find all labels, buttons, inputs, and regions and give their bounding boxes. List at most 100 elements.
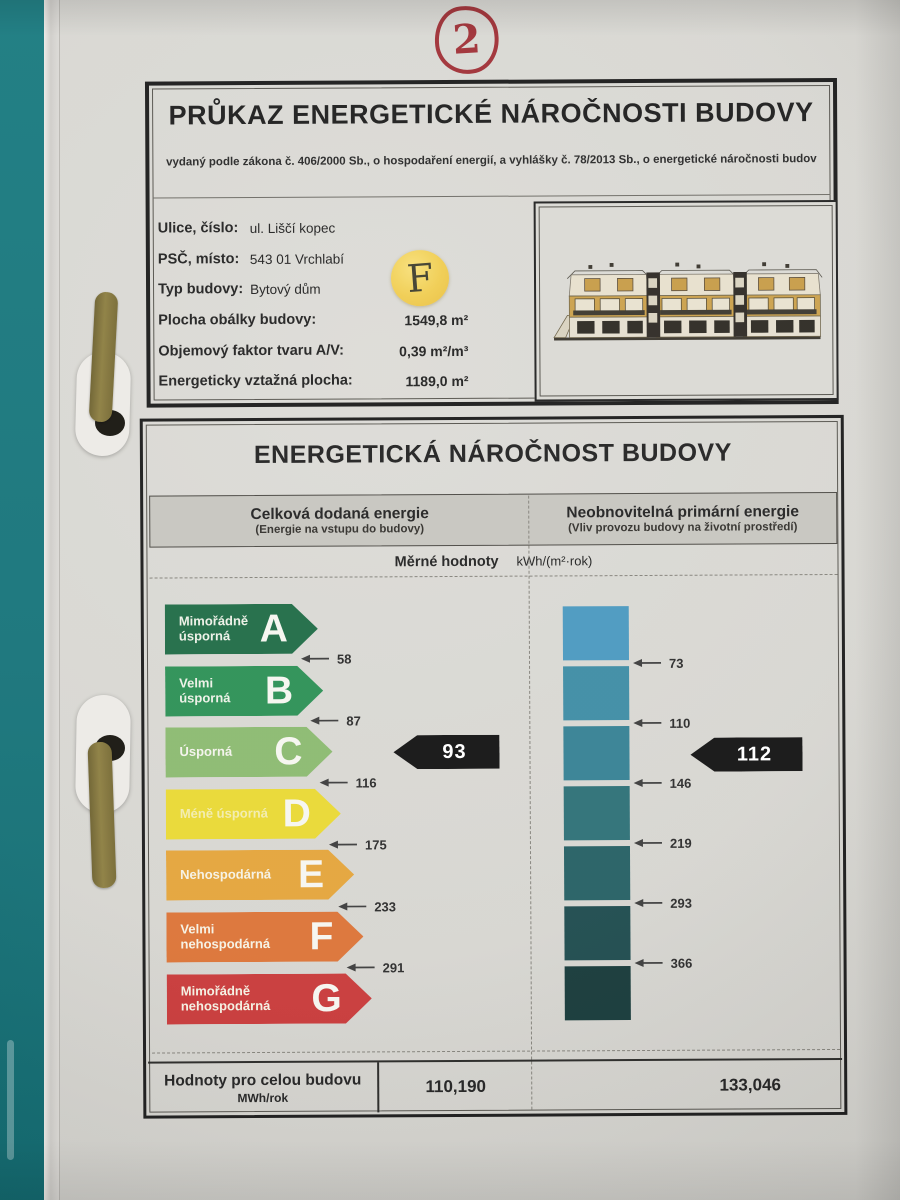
primary-energy-step-3 <box>563 726 630 781</box>
threshold-right-2: 110 <box>632 715 691 731</box>
field-value: Bytový dům <box>250 281 321 298</box>
threshold-value: 366 <box>670 955 693 971</box>
primary-energy-step-6 <box>564 906 631 961</box>
field-row-street: Ulice, číslo: ul. Liščí kopec <box>158 218 478 244</box>
threshold-left-4: 175 <box>328 836 387 852</box>
energy-class-arrow-d: Méně úsporná D <box>166 789 341 840</box>
energy-class-label: Mimořádně úsporná <box>178 613 249 644</box>
binder-edge <box>0 0 44 1200</box>
energy-class-letter: G <box>311 977 342 1021</box>
threshold-left-2: 87 <box>309 712 361 729</box>
threshold-value: 175 <box>364 836 387 852</box>
threshold-arrow-icon <box>634 958 663 967</box>
whole-building-row: Hodnoty pro celou budovu MWh/rok 110,190… <box>148 1057 843 1114</box>
threshold-value: 291 <box>382 959 405 975</box>
primary-energy-step-4 <box>563 786 630 841</box>
threshold-value: 87 <box>346 712 361 729</box>
energy-class-label: Velmi úsporná <box>179 675 231 706</box>
threshold-value: 110 <box>669 715 691 731</box>
energy-class-letter: A <box>259 607 288 651</box>
threshold-arrow-icon <box>633 658 662 667</box>
threshold-left-3: 116 <box>319 774 377 790</box>
field-row-shape-factor: Objemový faktor tvaru A/V: 0,39 m²/m³ <box>158 341 478 367</box>
threshold-arrow-icon <box>310 716 339 725</box>
whole-building-unit: MWh/rok <box>237 1090 289 1105</box>
scale-caption: Měrné hodnoty kWh/(m²·rok) <box>149 551 837 572</box>
page-number-text: 2 <box>451 14 482 64</box>
energy-class-letter: B <box>264 669 294 713</box>
energy-class-arrow-f: Velmi nehospodárná F <box>166 911 363 962</box>
energy-class-arrow-e: Nehospodárná E <box>166 850 354 901</box>
fastener-prong-bottom <box>87 741 117 889</box>
energy-class-label: Nehospodárná <box>180 866 272 882</box>
threshold-right-4: 219 <box>633 835 692 851</box>
threshold-value: 219 <box>669 835 692 851</box>
left-column-subtitle: (Energie na vstupu do budovy) <box>255 523 425 537</box>
threshold-value: 73 <box>668 655 684 671</box>
energy-class-letter: E <box>297 853 325 897</box>
binder-edge-highlight <box>7 1040 14 1160</box>
whole-building-label-cell: Hodnoty pro celou budovu MWh/rok <box>148 1062 380 1114</box>
threshold-value: 146 <box>669 775 692 791</box>
primary-energy-value: 112 <box>736 742 773 765</box>
primary-energy-step-7 <box>564 966 631 1021</box>
scale-caption-label: Měrné hodnoty <box>394 553 499 571</box>
energy-class-label: Méně úsporná <box>179 805 268 821</box>
field-value: 0,39 m²/m³ <box>399 342 469 360</box>
field-row-reference-area: Energeticky vztažná plocha: 1189,0 m² <box>158 371 478 397</box>
whole-building-right-value: 133,046 <box>719 1075 781 1095</box>
threshold-arrow-icon <box>338 902 367 911</box>
threshold-arrow-icon <box>346 963 375 972</box>
threshold-arrow-icon <box>319 778 348 787</box>
threshold-arrow-icon <box>633 778 662 787</box>
grade-sticker: F <box>390 250 450 307</box>
section-title: ENERGETICKÁ NÁROČNOST BUDOVY <box>253 438 732 470</box>
threshold-value: 116 <box>355 774 377 790</box>
whole-building-label: Hodnoty pro celou budovu <box>164 1070 362 1090</box>
left-column-title: Celková dodaná energie <box>250 505 429 524</box>
certificate-title: PRŮKAZ ENERGETICKÉ NÁROČNOSTI BUDOVY <box>168 97 814 131</box>
field-value: 1549,8 m² <box>404 311 469 329</box>
energy-class-label: Velmi nehospodárná <box>180 921 271 952</box>
energy-class-arrow-b: Velmi úsporná B <box>165 666 323 717</box>
threshold-right-3: 146 <box>633 775 692 791</box>
energy-class-arrow-a: Mimořádně úsporná A <box>165 604 318 655</box>
paper-stack-edge <box>44 0 60 1200</box>
right-column-title: Neobnovitelná primární energie <box>566 503 799 522</box>
building-photo-box <box>533 199 839 402</box>
primary-energy-step-2 <box>563 666 630 721</box>
whole-building-left-value: 110,190 <box>425 1076 487 1097</box>
field-label: Typ budovy: <box>158 281 244 298</box>
field-label: PSČ, místo: <box>157 251 240 268</box>
energy-class-letter: C <box>274 730 303 774</box>
energy-class-letter: F <box>309 915 334 959</box>
energy-class-arrow-g: Mimořádně nehospodárná G <box>167 973 372 1024</box>
handwritten-page-number: 2 <box>430 2 503 78</box>
threshold-arrow-icon <box>300 654 329 663</box>
threshold-right-6: 366 <box>634 955 693 971</box>
threshold-right-5: 293 <box>633 895 693 911</box>
threshold-left-6: 291 <box>346 959 405 975</box>
threshold-left-1: 58 <box>300 651 352 667</box>
field-row-envelope-area: Plocha obálky budovy: 1549,8 m² <box>158 310 478 336</box>
primary-energy-step-5 <box>563 846 631 901</box>
threshold-value: 58 <box>336 651 352 667</box>
field-value: ul. Liščí kopec <box>249 220 336 237</box>
threshold-arrow-icon <box>633 838 662 847</box>
threshold-arrow-icon <box>328 840 357 849</box>
right-column-subtitle: (Vliv provozu budovy na životní prostřed… <box>568 521 798 535</box>
primary-energy-step-1 <box>562 606 630 661</box>
threshold-left-5: 233 <box>337 898 397 914</box>
energy-class-letter: D <box>282 792 311 836</box>
field-value: 543 01 Vrchlabí <box>249 251 345 268</box>
energy-class-label: Mimořádně nehospodárná <box>180 983 271 1014</box>
energy-class-label: Úsporná <box>179 743 233 759</box>
threshold-value: 233 <box>374 898 397 914</box>
threshold-value: 293 <box>670 895 693 911</box>
field-label: Ulice, číslo: <box>157 220 239 237</box>
energy-class-arrow-c: Úsporná C <box>165 727 332 778</box>
delivered-energy-value: 93 <box>442 740 467 763</box>
grade-sticker-letter: F <box>405 255 435 302</box>
